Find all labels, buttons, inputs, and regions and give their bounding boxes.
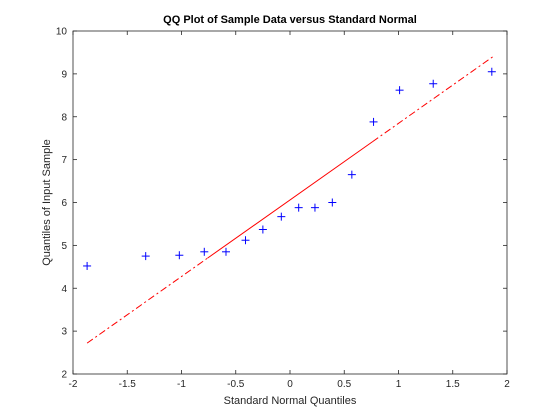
y-tick-label: 7	[61, 155, 67, 166]
x-tick-label: 2	[504, 379, 510, 390]
data-point	[369, 117, 378, 126]
data-point	[141, 252, 150, 261]
x-tick-label: 1	[396, 379, 402, 390]
y-tick-label: 2	[61, 370, 67, 381]
plot-area	[72, 30, 508, 375]
x-tick-label: -1	[177, 379, 186, 390]
data-point	[487, 67, 496, 76]
data-point	[241, 236, 250, 245]
x-axis-ticks: -2 -1.5 -1 -0.5 0 0.5 1 1.5 2	[69, 31, 510, 390]
x-tick-label: -2	[69, 379, 78, 390]
x-tick-label: 1.5	[446, 379, 460, 390]
data-point	[277, 212, 286, 221]
data-point	[258, 225, 267, 234]
x-tick-label: 0	[287, 379, 293, 390]
data-point	[221, 247, 230, 256]
y-tick-label: 9	[61, 69, 67, 80]
y-tick-label: 6	[61, 198, 67, 209]
data-point	[328, 198, 337, 207]
y-axis-ticks: 2 3 4 5 6 7 8 9 10	[56, 27, 507, 381]
data-point	[429, 79, 438, 88]
reference-line-fit	[207, 141, 373, 259]
data-point	[200, 247, 209, 256]
x-tick-label: 0.5	[337, 379, 351, 390]
data-points	[83, 67, 496, 270]
y-axis-label: Quantiles of Input Sample	[41, 139, 53, 266]
y-tick-label: 10	[56, 27, 68, 38]
x-axis-label: Standard Normal Quantiles	[224, 395, 357, 407]
y-tick-label: 5	[61, 241, 67, 252]
reference-line	[86, 56, 494, 344]
data-point	[175, 251, 184, 260]
y-tick-label: 4	[61, 284, 67, 295]
y-tick-label: 8	[61, 112, 67, 123]
data-point	[83, 261, 92, 270]
reference-line-left-extrapolated	[86, 257, 208, 344]
chart-title: QQ Plot of Sample Data versus Standard N…	[163, 14, 417, 26]
y-tick-label: 3	[61, 327, 67, 338]
data-point	[395, 86, 404, 95]
data-point	[294, 203, 303, 212]
data-point	[310, 203, 319, 212]
x-tick-label: -1.5	[119, 379, 137, 390]
reference-line-right-extrapolated	[372, 56, 494, 143]
data-point	[347, 170, 356, 179]
x-tick-label: -0.5	[227, 379, 245, 390]
